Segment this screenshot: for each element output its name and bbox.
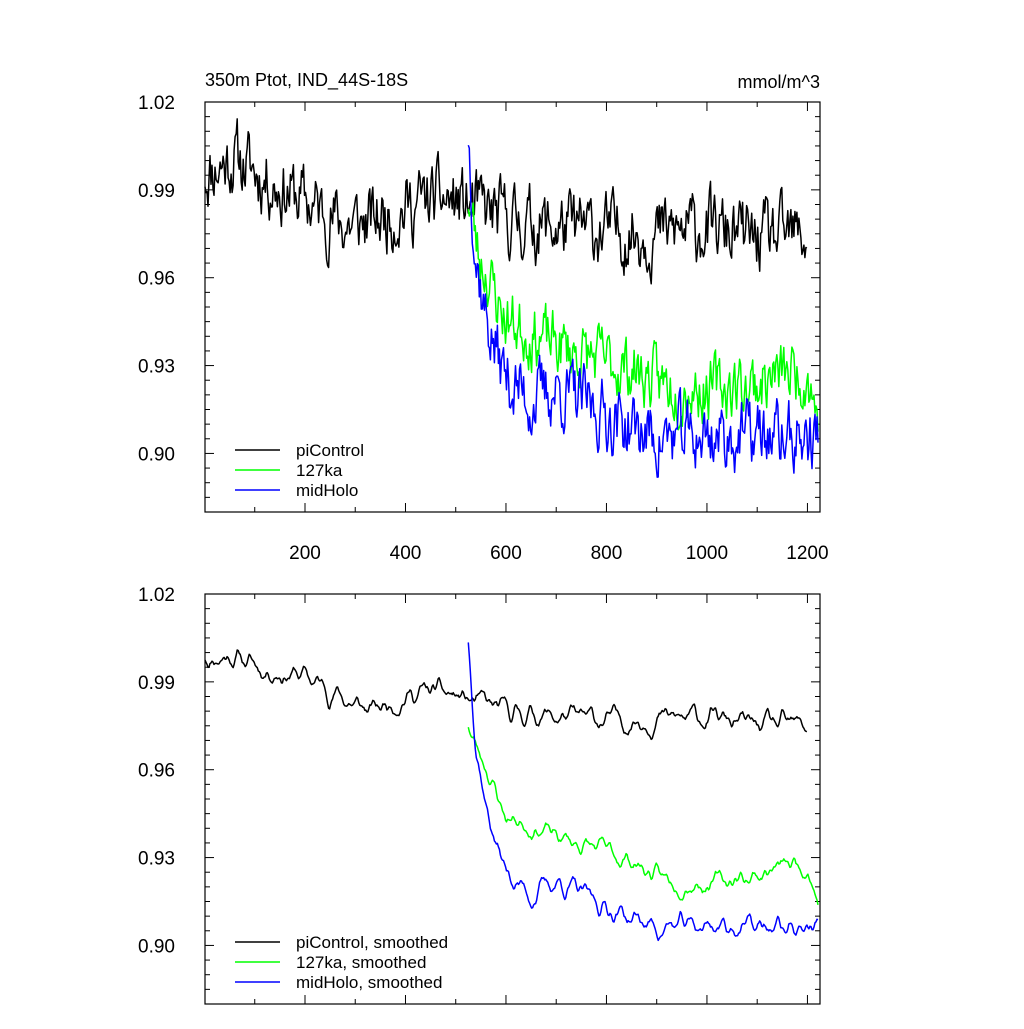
series-line-midholo-smoothed <box>467 642 819 942</box>
y-tick-label: 0.90 <box>138 444 175 465</box>
series-line-midholo <box>467 144 819 478</box>
x-tick-label: 400 <box>390 543 422 564</box>
y-tick-label: 0.96 <box>138 269 175 290</box>
legend-label: 127ka, smoothed <box>296 953 426 972</box>
series-line-picontrol <box>204 118 808 285</box>
top-panel: 350m Ptot, IND_44S-18S mmol/m^3 200 400 60… <box>138 70 829 564</box>
x-tick-label: 800 <box>591 543 623 564</box>
y-tick-label: 1.02 <box>138 585 175 606</box>
y-tick-label: 0.99 <box>138 181 175 202</box>
series-line-127ka <box>467 202 819 432</box>
y-tick-label: 0.90 <box>138 936 175 957</box>
series-line-127ka-smoothed <box>467 727 819 906</box>
y-tick-label: 0.96 <box>138 761 175 782</box>
y-tick-label: 1.02 <box>138 93 175 114</box>
x-tick-label: 200 <box>289 543 321 564</box>
top-ticks: 200 400 600 800 1000 1200 1.02 0.99 0.96 0.93 0.90 <box>138 93 829 564</box>
top-series-lines <box>204 118 819 478</box>
units-label: mmol/m^3 <box>738 72 820 92</box>
bottom-series-lines <box>204 642 819 942</box>
series-line-picontrol-smoothed <box>204 649 808 741</box>
x-tick-label: 1000 <box>686 543 728 564</box>
x-tick-label: 1200 <box>786 543 828 564</box>
x-tick-label: 600 <box>490 543 522 564</box>
legend-label: piControl <box>296 441 364 460</box>
y-tick-label: 0.99 <box>138 673 175 694</box>
y-tick-label: 0.93 <box>138 357 175 378</box>
y-tick-label: 0.93 <box>138 849 175 870</box>
panel-title: 350m Ptot, IND_44S-18S <box>205 70 408 91</box>
legend-label: 127ka <box>296 461 343 480</box>
legend-label: piControl, smoothed <box>296 933 448 952</box>
legend-label: midHolo <box>296 481 358 500</box>
legend-label: midHolo, smoothed <box>296 973 442 992</box>
bottom-ticks: 1.02 0.99 0.96 0.93 0.90 <box>138 585 820 1005</box>
bottom-panel: 1.02 0.99 0.96 0.93 0.90 piControl, smoothed… <box>138 585 821 1005</box>
